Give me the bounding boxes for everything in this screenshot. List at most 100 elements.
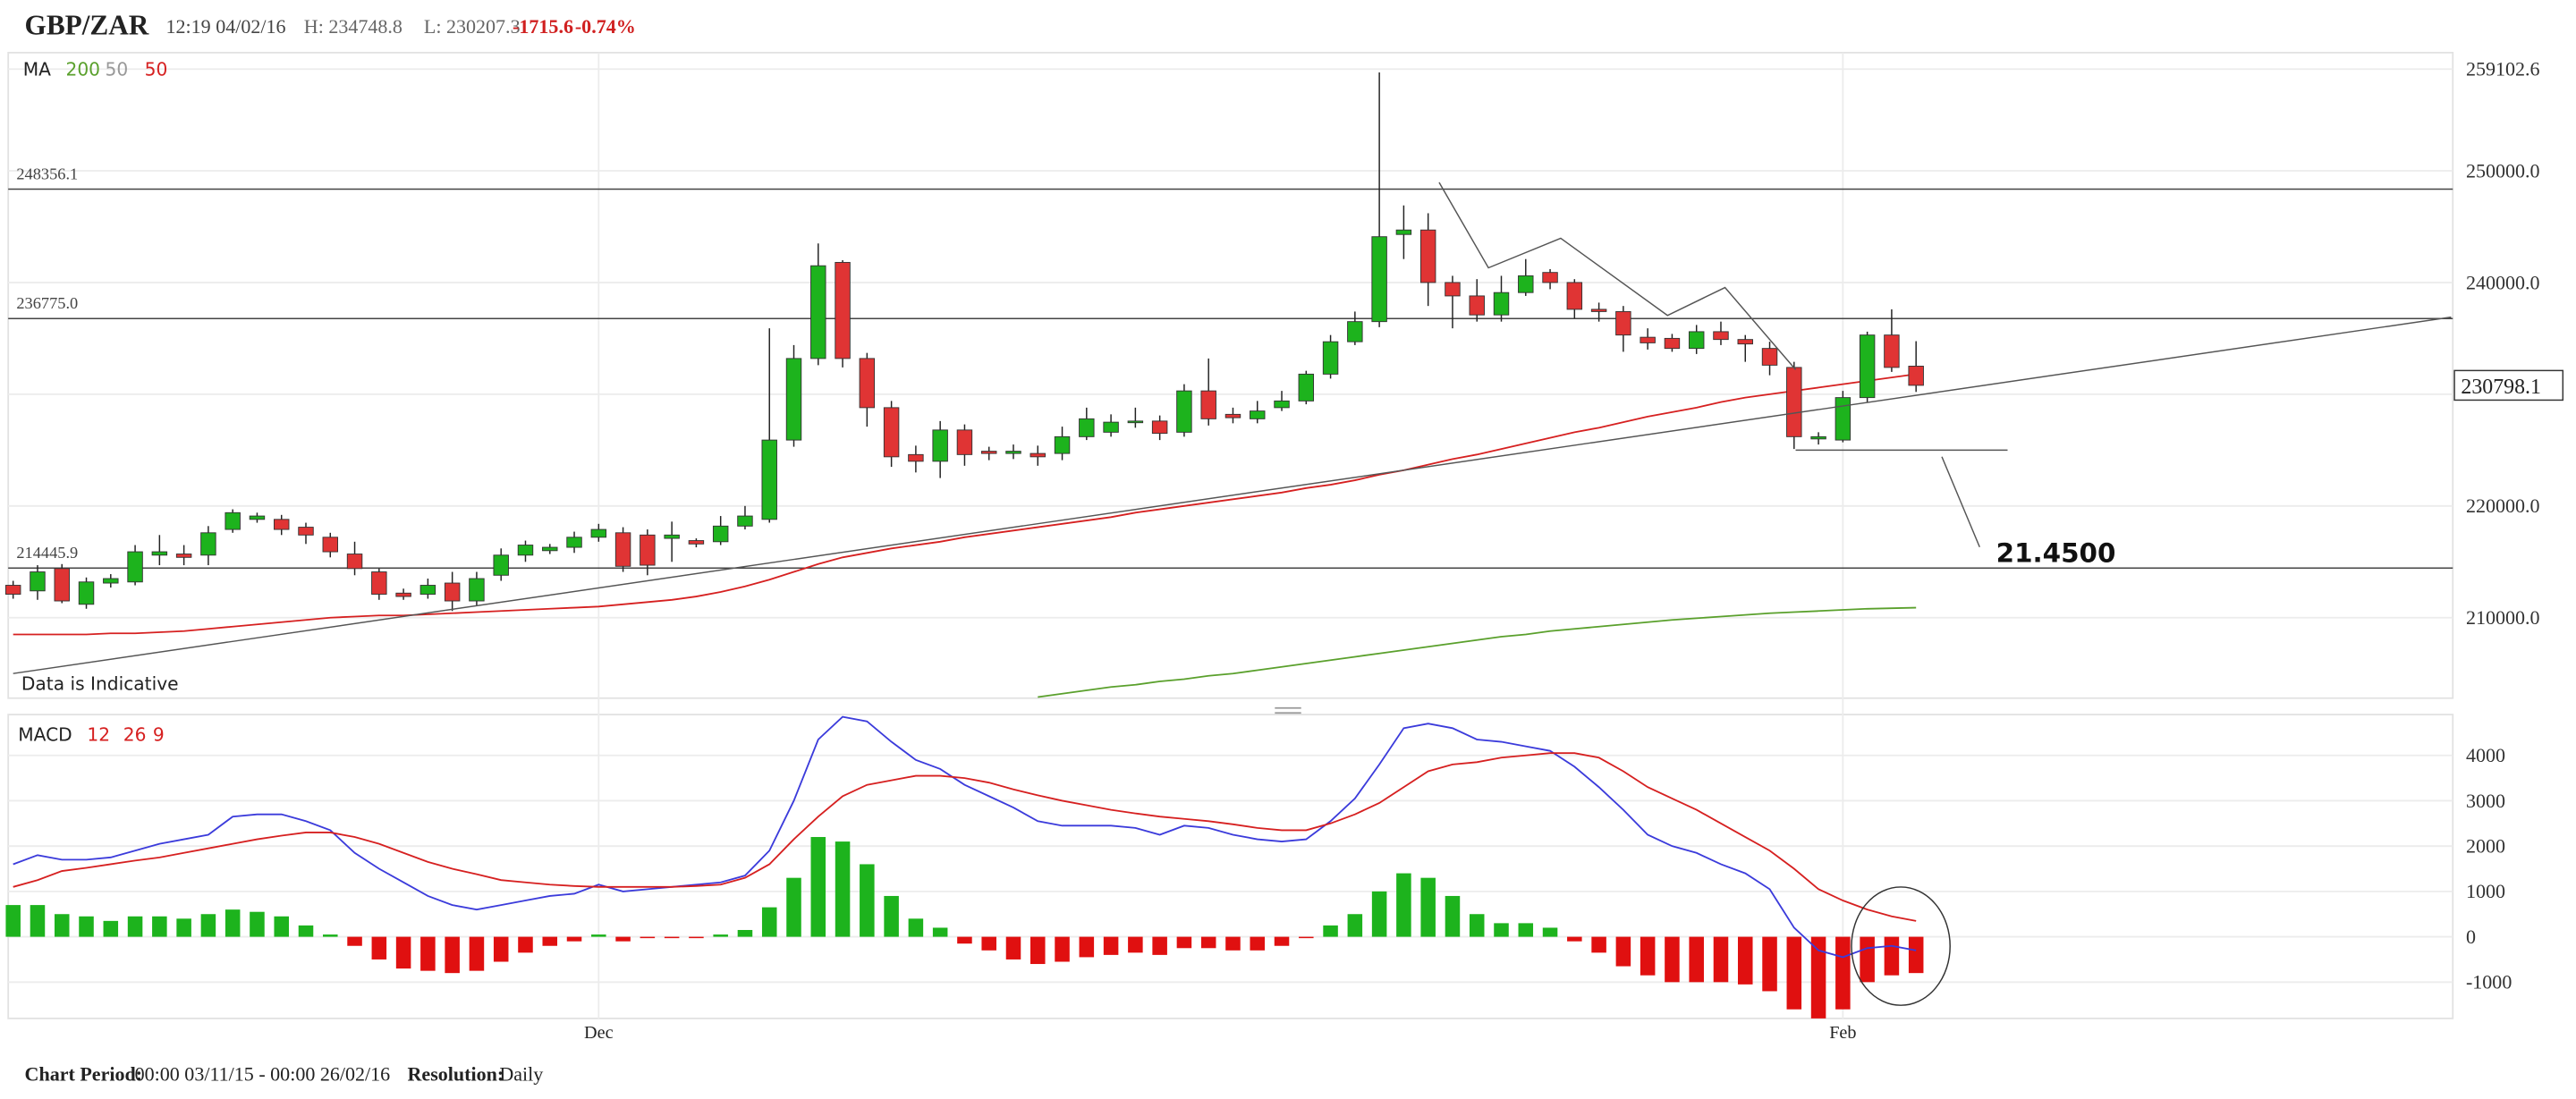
histogram-bar <box>1786 936 1802 1010</box>
histogram-bar <box>860 864 875 937</box>
histogram-bar <box>1810 936 1826 1019</box>
y-tick-label: 2000 <box>2466 835 2505 858</box>
legend-param: 26 <box>123 723 147 745</box>
histogram-bar <box>1591 936 1606 953</box>
histogram-bar <box>810 837 826 937</box>
histogram-bar <box>1225 936 1241 951</box>
candle-body <box>1298 373 1315 402</box>
candle-body <box>1566 282 1583 310</box>
histogram-bar <box>1665 936 1680 983</box>
period-label: Chart Period: <box>25 1063 143 1086</box>
candle-body <box>371 571 387 595</box>
histogram-bar <box>1396 873 1411 937</box>
histogram-bar <box>518 936 533 953</box>
histogram-bar <box>664 936 680 939</box>
histogram-bar <box>1640 936 1656 976</box>
y-tick-label: 220000.0 <box>2466 495 2540 517</box>
legend-param: 12 <box>87 723 110 745</box>
candle-body <box>346 554 363 570</box>
candle-body <box>1079 418 1095 437</box>
histogram-bar <box>1762 936 1777 992</box>
candle-body <box>542 546 558 552</box>
candle-body <box>761 439 777 520</box>
candle-body <box>78 581 95 605</box>
candle-body <box>1590 309 1607 312</box>
y-tick-label: -1000 <box>2466 971 2512 993</box>
candle-body <box>614 532 631 567</box>
histogram-bar <box>1469 914 1485 937</box>
histogram-bar <box>542 936 558 946</box>
histogram-bar <box>1420 877 1436 937</box>
histogram-bar <box>1615 936 1631 967</box>
level-label: 214445.9 <box>16 544 78 562</box>
candle-body <box>932 429 948 462</box>
candle-body <box>151 551 168 556</box>
candle-body <box>1810 435 1826 440</box>
histogram-bar <box>1860 936 1875 983</box>
histogram-bar <box>250 911 265 937</box>
candle-body <box>1615 310 1631 336</box>
histogram-bar <box>908 918 924 937</box>
candle-body <box>175 554 192 558</box>
candle-body <box>859 358 876 409</box>
histogram-bar <box>1494 923 1509 937</box>
candle-body <box>785 358 802 441</box>
candle-body <box>1054 435 1071 454</box>
histogram-bar <box>274 916 289 937</box>
candle-body <box>1151 420 1168 435</box>
candle-body <box>835 261 851 359</box>
candle-body <box>1835 397 1852 441</box>
candle-body <box>1640 336 1656 343</box>
candle-body <box>737 515 753 527</box>
candle-body <box>883 407 900 458</box>
histogram-bar <box>323 934 338 937</box>
time: 12:19 04/02/16 <box>166 15 286 38</box>
candle-body <box>980 451 997 454</box>
high: H: 234748.8 <box>304 15 402 38</box>
candle-body <box>908 453 924 462</box>
candle-body <box>1542 272 1558 283</box>
candle-body <box>712 525 729 543</box>
candle-body <box>1664 337 1681 350</box>
histogram-bar <box>737 929 753 937</box>
main-layer: 210000.0220000.0230000.0240000.0250000.0… <box>4 52 2564 1043</box>
y-tick-label: 3000 <box>2466 790 2505 812</box>
histogram-bar <box>103 920 119 937</box>
candle-body <box>1688 331 1705 350</box>
histogram-bar <box>176 918 191 937</box>
candle-body <box>664 534 680 539</box>
candle-body <box>298 527 314 536</box>
macd-pane <box>7 714 2454 1019</box>
pane-handle[interactable] <box>1275 706 1301 714</box>
candle-body <box>1224 413 1241 418</box>
last-price-box <box>2453 369 2564 402</box>
candle-body <box>1395 229 1412 235</box>
period: 00:00 03/11/15 - 00:00 26/02/16 <box>135 1063 391 1086</box>
candle-body <box>1176 390 1192 433</box>
histogram-bar <box>225 909 241 937</box>
histogram-bar <box>1323 925 1338 937</box>
histogram-bar <box>420 936 436 971</box>
histogram-bar <box>1371 891 1387 937</box>
candle-body <box>1713 331 1729 341</box>
candle-body <box>1908 366 1924 386</box>
change: -1715.6 <box>513 15 573 38</box>
histogram-bar <box>1128 936 1143 953</box>
legend-title: MA <box>23 59 51 80</box>
histogram-bar <box>615 936 631 942</box>
macd-layer: -1000 0 1000 2000 3000 4000 MACD 12 26 9 <box>5 715 2512 1019</box>
histogram-bar <box>371 936 387 960</box>
candle-body <box>1419 229 1436 283</box>
histogram-bar <box>445 936 460 974</box>
candle-body <box>225 511 241 530</box>
x-tick-label: Dec <box>584 1023 614 1043</box>
zigzag <box>1438 182 1797 370</box>
legend-entry: 200 <box>65 59 100 80</box>
histogram-bar <box>1689 936 1704 983</box>
last-price: 230798.1 <box>2461 376 2540 399</box>
y-tick-label: 1000 <box>2466 880 2505 902</box>
histogram-bar <box>1908 936 1924 974</box>
symbol: GBP/ZAR <box>25 10 149 41</box>
histogram-bar <box>591 934 606 937</box>
